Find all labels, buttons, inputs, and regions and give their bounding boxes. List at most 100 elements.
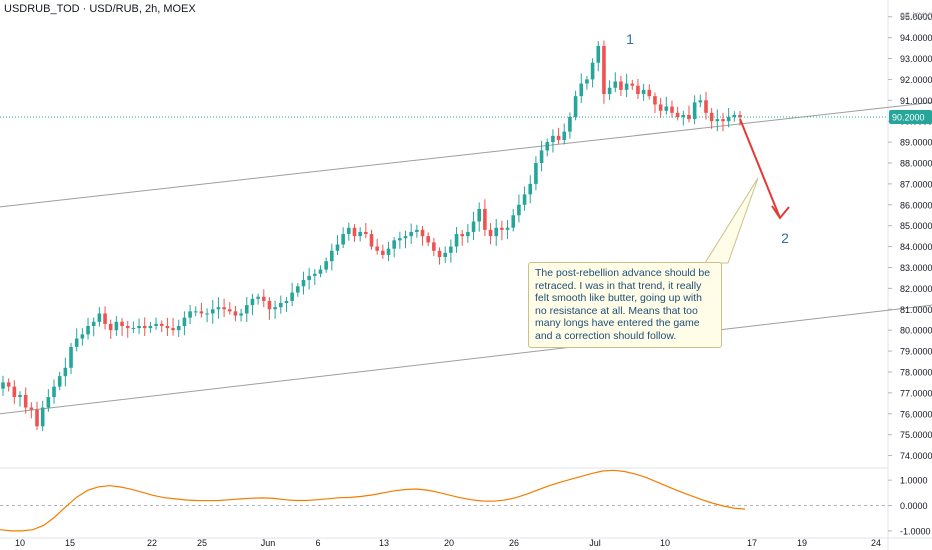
candle-body xyxy=(159,323,164,326)
candle-body xyxy=(726,117,731,122)
candle-body xyxy=(154,323,158,326)
candle-body xyxy=(369,234,374,247)
current-price-label: 90.2000 xyxy=(892,113,925,123)
candle-body xyxy=(108,323,113,331)
candle-body xyxy=(205,313,209,315)
symbol-title: USDRUB_TOD · USD/RUB, 2h, MOEX xyxy=(4,3,196,15)
candle-body xyxy=(267,300,272,310)
candle-body xyxy=(675,112,680,118)
candle-body xyxy=(409,231,413,237)
wave-label-2: 2 xyxy=(781,230,789,246)
price-tick-label: 87.0000 xyxy=(900,179,932,189)
candle-body xyxy=(290,292,294,301)
candle-body xyxy=(545,142,550,151)
candle-body xyxy=(403,236,408,239)
price-tick-label: 86.0000 xyxy=(900,200,932,210)
candle-body xyxy=(165,325,170,329)
trend-channel xyxy=(0,101,932,415)
forecast-arrow-shaft xyxy=(739,118,781,219)
candle-body xyxy=(352,227,357,237)
price-tick-label: 85.0000 xyxy=(900,221,932,231)
candle-body xyxy=(551,135,555,143)
time-axis[interactable]: 10 15 22 25 Jun 6 13 20 26 Jul 10 17 19 24 xyxy=(15,538,881,548)
candle-body xyxy=(715,119,720,122)
candle-body xyxy=(307,275,311,281)
price-tick-label: 84.0000 xyxy=(900,242,932,252)
candle-body xyxy=(636,85,640,95)
analysis-note: The post-rebellion advance should be ret… xyxy=(528,262,722,348)
candle-body xyxy=(375,246,379,251)
price-tick-label: 95.0000 xyxy=(900,12,932,22)
candle-body xyxy=(517,204,521,216)
candle-body xyxy=(40,407,45,427)
candle-body xyxy=(647,89,652,97)
wave-labels: 12 xyxy=(626,31,789,246)
candle-body xyxy=(239,313,243,316)
candle-body xyxy=(562,131,567,141)
wave-label-1: 1 xyxy=(626,31,634,47)
time-tick-label: 22 xyxy=(147,538,157,548)
time-tick-label: 10 xyxy=(660,538,670,548)
candle-body xyxy=(91,321,96,326)
candle-body xyxy=(256,296,260,299)
candle-body xyxy=(602,45,606,95)
candle-body xyxy=(341,234,345,245)
price-tick-label: 74.0000 xyxy=(900,451,932,461)
candle-body xyxy=(142,325,147,329)
price-tick-label: 94.0000 xyxy=(900,33,932,43)
time-tick-label: Jun xyxy=(261,538,276,548)
candle-body xyxy=(86,325,90,335)
candle-body xyxy=(233,311,238,316)
price-axis[interactable]: 74.0000 75.0000 76.0000 77.0000 78.0000 79.00… xyxy=(0,11,932,536)
time-tick-label: 20 xyxy=(444,538,454,548)
price-tick-label: 77.0000 xyxy=(900,388,932,398)
oscillator-pane xyxy=(0,469,888,532)
price-tick-label: 82.0000 xyxy=(900,284,932,294)
candle-body xyxy=(137,325,141,329)
candle-body xyxy=(443,252,447,258)
candle-body xyxy=(6,382,11,387)
candle-body xyxy=(171,328,175,331)
candle-body xyxy=(131,328,136,330)
candle-body xyxy=(721,119,725,122)
candle-body xyxy=(596,45,601,63)
candle-body xyxy=(216,307,221,310)
time-tick-label: 26 xyxy=(509,538,519,548)
channel-lower-line xyxy=(0,304,932,415)
price-tick-label: 88.0000 xyxy=(900,158,932,168)
candle-body xyxy=(607,87,612,95)
candle-body xyxy=(420,229,425,237)
candle-body xyxy=(176,325,181,331)
channel-upper-line xyxy=(0,101,932,208)
candle-body xyxy=(386,248,391,255)
candle-body xyxy=(381,250,385,255)
candle-body xyxy=(12,386,17,398)
candle-body xyxy=(80,334,85,339)
oscillator-line xyxy=(0,469,746,532)
time-tick-label: 6 xyxy=(315,538,320,548)
candle-body xyxy=(398,238,402,241)
candle-body xyxy=(273,307,277,310)
candle-body xyxy=(556,135,561,141)
candle-body xyxy=(358,231,362,237)
candle-body xyxy=(704,100,708,113)
candle-body xyxy=(324,261,328,270)
candle-body xyxy=(670,106,674,113)
candle-body xyxy=(114,321,119,331)
candle-body xyxy=(511,215,516,228)
candle-body xyxy=(658,104,663,111)
candle-body xyxy=(449,246,453,253)
candle-body xyxy=(57,376,62,387)
candle-body xyxy=(415,229,419,232)
osc-tick-label: 1.0000 xyxy=(900,476,928,486)
candle-body xyxy=(653,96,657,105)
candle-body xyxy=(296,286,300,293)
price-tick-label: 78.0000 xyxy=(900,367,932,377)
candle-body xyxy=(590,62,595,80)
candle-body xyxy=(494,227,499,237)
candle-body xyxy=(534,162,538,184)
candlestick-series xyxy=(1,40,742,432)
time-tick-label: 19 xyxy=(797,538,807,548)
candle-body xyxy=(522,194,527,205)
